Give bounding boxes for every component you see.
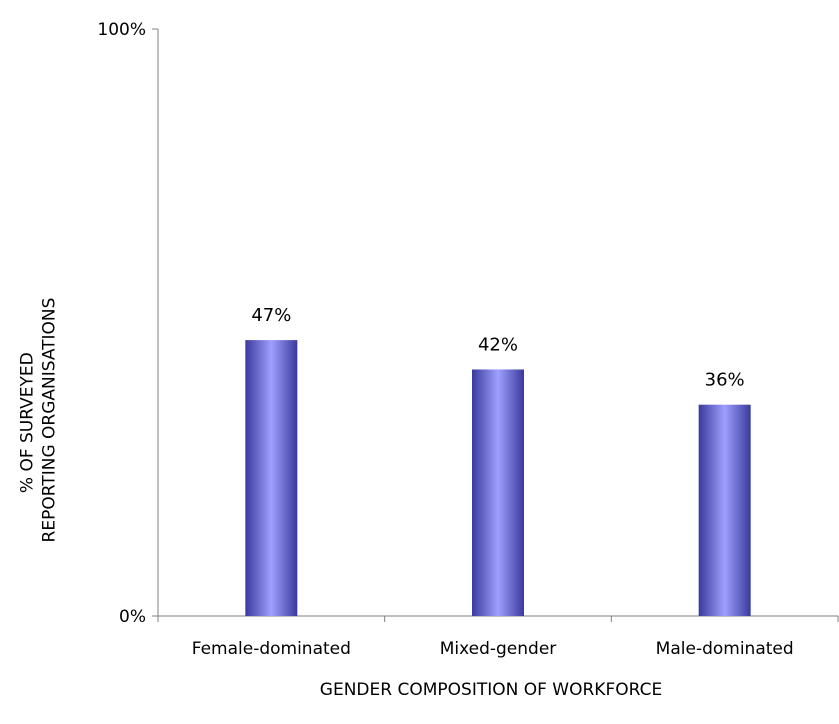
data-label: 47% — [251, 305, 291, 326]
x-axis-title: GENDER COMPOSITION OF WORKFORCE — [320, 680, 662, 700]
labels: 0% 100% 47% Female-dominated 42% Mixed-gender… — [97, 20, 793, 659]
category-label: Mixed-gender — [440, 639, 557, 659]
category-label: Male-dominated — [656, 639, 794, 659]
y-axis-title-line-2: REPORTING ORGANISATIONS — [39, 298, 59, 543]
y-axis-title-line-1: % OF SURVEYED — [17, 352, 37, 493]
bar-male-dominated — [698, 404, 751, 616]
y-tick-label: 100% — [97, 20, 146, 40]
data-label: 42% — [478, 334, 518, 355]
y-tick-label: 0% — [119, 607, 146, 627]
bars — [245, 340, 751, 616]
data-label: 36% — [705, 370, 745, 391]
bar-mixed-gender — [472, 369, 524, 616]
y-axis-title: % OF SURVEYED REPORTING ORGANISATIONS — [17, 298, 59, 543]
bar-female-dominated — [245, 340, 298, 616]
category-label: Female-dominated — [192, 639, 351, 659]
